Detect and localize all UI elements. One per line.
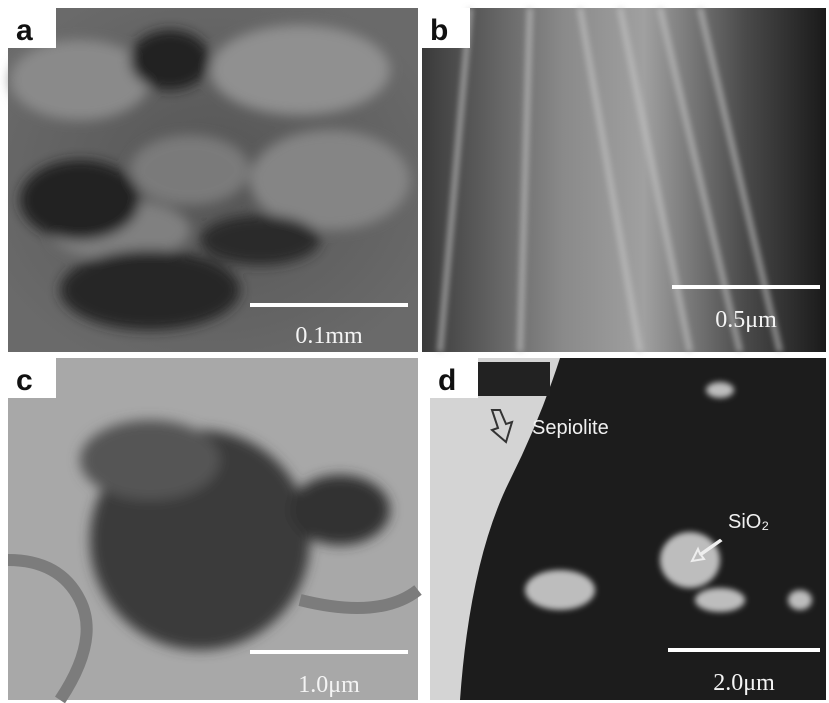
panel-label: b (430, 14, 448, 47)
panel-label: c (16, 364, 33, 397)
panel-label: a (16, 14, 33, 47)
panel-b: b 0.5μm (422, 8, 826, 352)
scale-bar-label: 0.1mm (295, 323, 363, 349)
panel-label: d (438, 364, 456, 397)
panel-d: d Sepiolite SiO₂ 2.0μm (430, 358, 826, 700)
figure: a 0.1mm b 0.5μm c (0, 0, 829, 703)
annotation: Sepiolite (532, 417, 609, 439)
panel-c: c 1.0μm (8, 358, 418, 700)
scale-bar-label: 0.5μm (715, 307, 777, 333)
panel-a: a 0.1mm (8, 8, 418, 352)
annotation: SiO₂ (728, 511, 769, 533)
scale-bar-label: 1.0μm (298, 672, 360, 698)
scale-bar-label: 2.0μm (713, 670, 775, 696)
